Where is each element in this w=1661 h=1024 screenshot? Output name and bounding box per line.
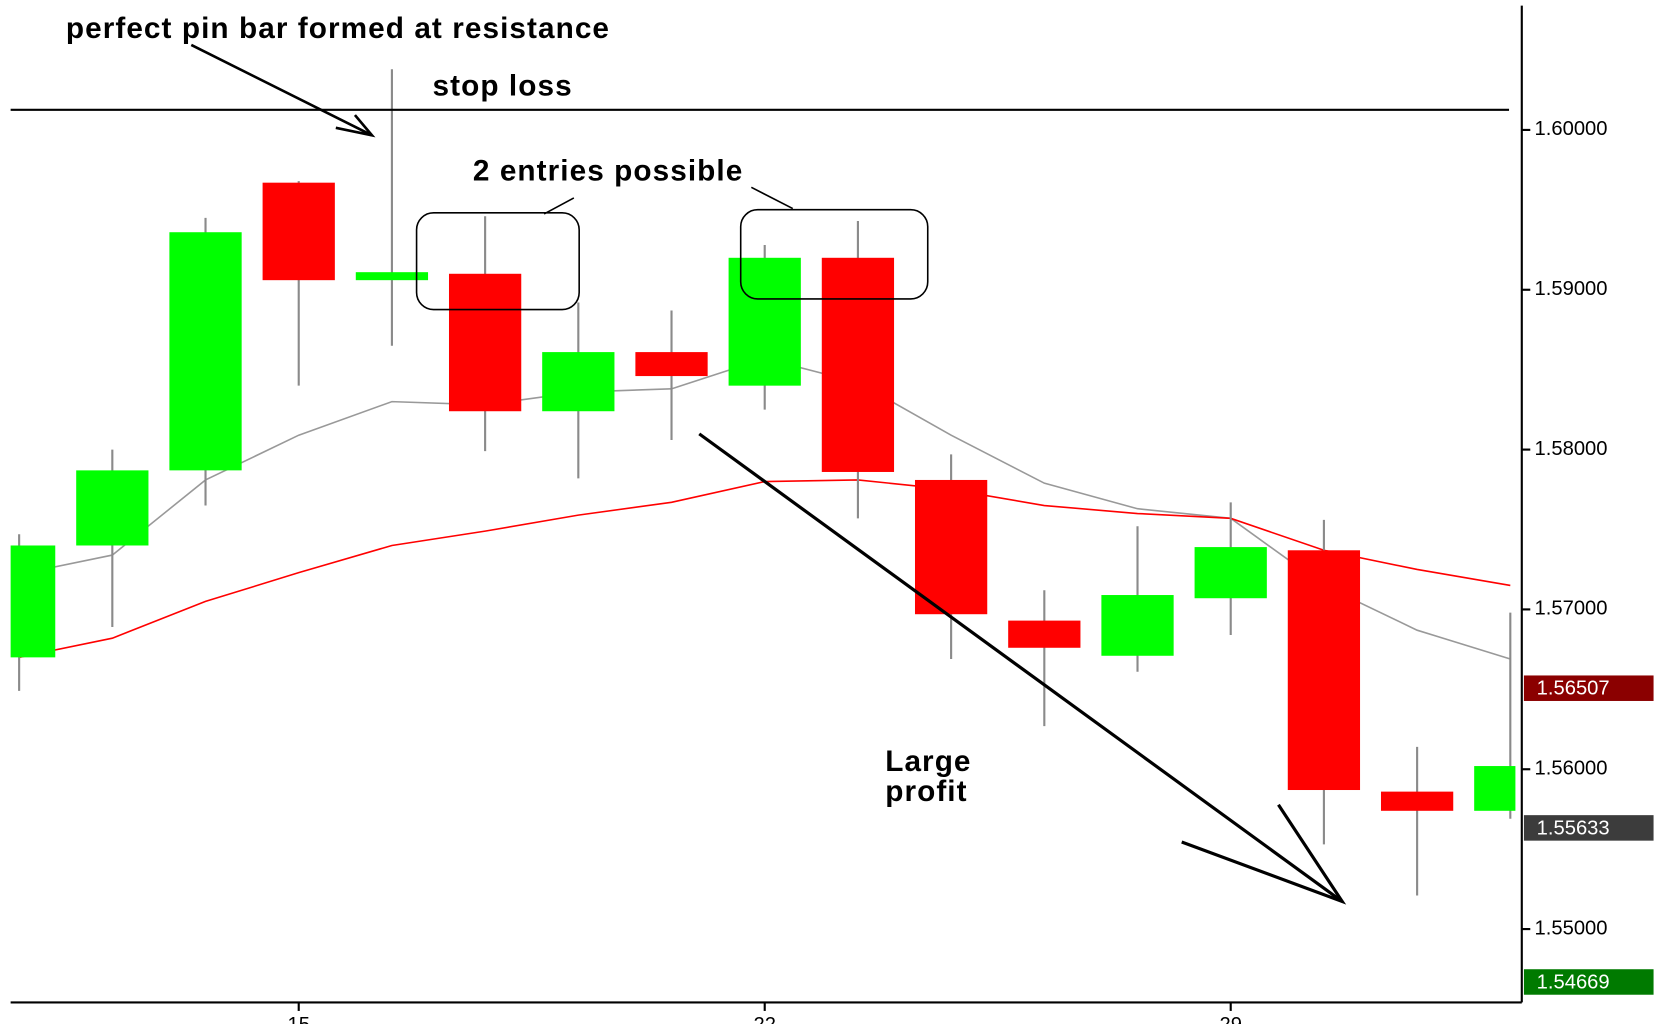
annotation: stop loss <box>433 69 573 102</box>
candle-body <box>1008 620 1081 648</box>
annotation: profit <box>885 775 967 808</box>
candle-body <box>76 470 149 546</box>
candle-body <box>1287 550 1361 791</box>
y-tick-label: 1.56000 <box>1535 758 1608 780</box>
candle-body <box>448 273 522 412</box>
annotation: perfect pin bar formed at resistance <box>66 12 610 45</box>
y-tick-label: 1.58000 <box>1535 438 1608 460</box>
annotation: Large <box>885 745 971 778</box>
candle-body <box>1474 766 1516 811</box>
connector <box>543 197 575 215</box>
candle-body <box>1194 547 1267 599</box>
price-label: 1.56507 <box>1537 678 1610 700</box>
candle-body <box>1101 595 1174 656</box>
x-tick-label: 29 <box>1219 1014 1241 1024</box>
candle-body <box>1380 791 1454 811</box>
entry-box <box>415 212 580 311</box>
y-tick-label: 1.57000 <box>1535 598 1608 620</box>
y-tick-label: 1.60000 <box>1535 118 1608 140</box>
candle-body <box>821 257 895 472</box>
candle-body <box>169 232 242 471</box>
candle-body <box>728 257 801 386</box>
arrow <box>698 432 1344 903</box>
candle-body <box>542 352 615 412</box>
candle-body <box>635 352 708 377</box>
y-tick-label: 1.59000 <box>1535 278 1608 300</box>
candle-body <box>355 272 429 281</box>
price-label: 1.54669 <box>1537 971 1610 993</box>
plot-area <box>10 69 1516 896</box>
arrow <box>190 43 373 137</box>
x-tick-label: 22 <box>753 1014 775 1024</box>
moving-average <box>18 479 1511 659</box>
price-marker <box>1523 815 1654 841</box>
candle-body <box>10 545 56 658</box>
candle-body <box>262 182 335 281</box>
candle-body <box>914 479 988 615</box>
entry-box <box>739 208 929 300</box>
arrow-head <box>1181 803 1347 905</box>
y-tick-label: 1.55000 <box>1535 917 1608 939</box>
arrow-head <box>335 114 376 138</box>
x-tick-label: 15 <box>287 1014 309 1024</box>
price-marker <box>1523 675 1654 701</box>
annotation: 2 entries possible <box>473 154 743 187</box>
price-label: 1.55633 <box>1537 817 1610 839</box>
price-marker <box>1523 969 1654 995</box>
connector <box>750 186 794 210</box>
